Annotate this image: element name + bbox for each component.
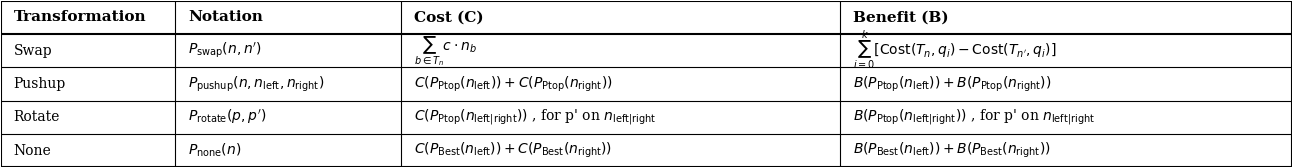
Bar xyxy=(175,34,401,67)
Bar xyxy=(401,34,840,67)
Text: $B(P_{\mathrm{Ptop}}(n_{\mathrm{left|right}}))$ , for p' on $n_{\mathrm{left|rig: $B(P_{\mathrm{Ptop}}(n_{\mathrm{left|rig… xyxy=(853,108,1095,127)
Text: None: None xyxy=(14,144,52,158)
Text: $C(P_{\mathrm{Best}}(n_{\mathrm{left}})) + C(P_{\mathrm{Best}}(n_{\mathrm{right}: $C(P_{\mathrm{Best}}(n_{\mathrm{left}}))… xyxy=(414,141,612,160)
Bar xyxy=(175,101,401,134)
Text: Pushup: Pushup xyxy=(14,77,66,91)
Text: Swap: Swap xyxy=(14,44,52,58)
Bar xyxy=(1,34,175,67)
Bar xyxy=(1,101,175,134)
Bar xyxy=(401,67,840,101)
Text: $B(P_{\mathrm{Ptop}}(n_{\mathrm{left}})) + B(P_{\mathrm{Ptop}}(n_{\mathrm{right}: $B(P_{\mathrm{Ptop}}(n_{\mathrm{left}}))… xyxy=(853,74,1051,94)
Text: Transformation: Transformation xyxy=(14,10,146,24)
Text: $C(P_{\mathrm{Ptop}}(n_{\mathrm{left|right}}))$ , for p' on $n_{\mathrm{left|rig: $C(P_{\mathrm{Ptop}}(n_{\mathrm{left|rig… xyxy=(414,108,657,127)
Bar xyxy=(175,67,401,101)
Text: $\sum_{b \in T_n} c \cdot n_b$: $\sum_{b \in T_n} c \cdot n_b$ xyxy=(414,34,477,68)
Text: $\sum_{i=0}^{k}[\mathrm{Cost}(T_n, q_i) - \mathrm{Cost}(T_{n'}, q_i)]$: $\sum_{i=0}^{k}[\mathrm{Cost}(T_n, q_i) … xyxy=(853,29,1056,72)
Bar xyxy=(1,67,175,101)
Text: Benefit (B): Benefit (B) xyxy=(853,10,949,24)
Text: Notation: Notation xyxy=(187,10,262,24)
Bar xyxy=(840,134,1292,167)
Bar xyxy=(840,101,1292,134)
Text: $P_{\mathrm{swap}}(n, n')$: $P_{\mathrm{swap}}(n, n')$ xyxy=(187,41,262,60)
Text: $P_{\mathrm{none}}(n)$: $P_{\mathrm{none}}(n)$ xyxy=(187,142,242,159)
Text: $P_{\mathrm{pushup}}(n, n_{\mathrm{left}}, n_{\mathrm{right}})$: $P_{\mathrm{pushup}}(n, n_{\mathrm{left}… xyxy=(187,74,325,94)
Text: Cost (C): Cost (C) xyxy=(414,10,484,24)
Bar xyxy=(175,1,401,34)
Bar xyxy=(401,1,840,34)
Text: $C(P_{\mathrm{Ptop}}(n_{\mathrm{left}})) + C(P_{\mathrm{Ptop}}(n_{\mathrm{right}: $C(P_{\mathrm{Ptop}}(n_{\mathrm{left}}))… xyxy=(414,74,613,94)
Text: $B(P_{\mathrm{Best}}(n_{\mathrm{left}})) + B(P_{\mathrm{Best}}(n_{\mathrm{right}: $B(P_{\mathrm{Best}}(n_{\mathrm{left}}))… xyxy=(853,141,1051,160)
Text: $P_{\mathrm{rotate}}(p, p')$: $P_{\mathrm{rotate}}(p, p')$ xyxy=(187,108,266,127)
Bar xyxy=(401,134,840,167)
Bar xyxy=(840,67,1292,101)
Bar xyxy=(1,1,175,34)
Bar xyxy=(175,134,401,167)
Bar xyxy=(1,134,175,167)
Bar xyxy=(401,101,840,134)
Text: Rotate: Rotate xyxy=(14,110,59,124)
Bar xyxy=(840,1,1292,34)
Bar xyxy=(840,34,1292,67)
